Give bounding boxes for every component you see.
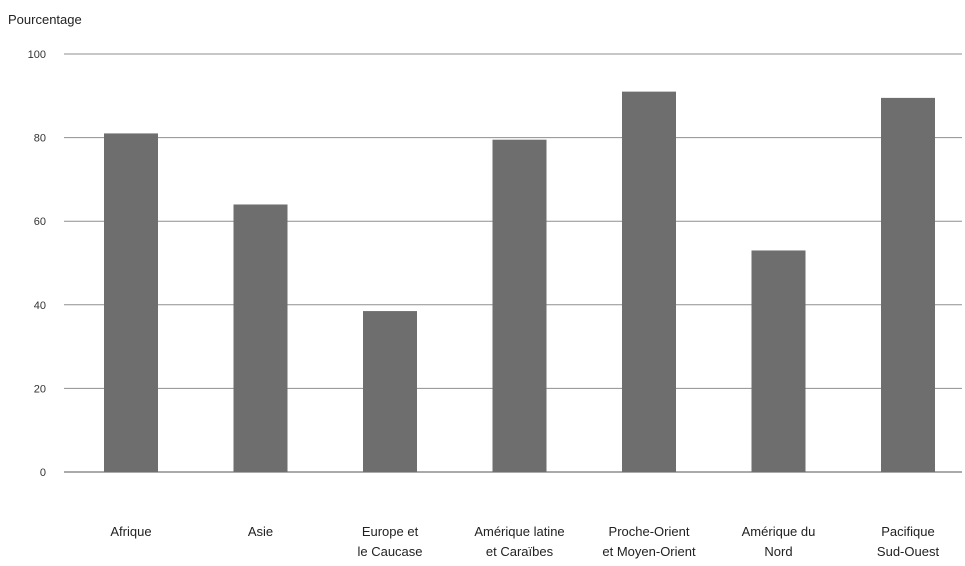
x-category-label: Asie [248,524,273,539]
y-tick-label: 20 [34,383,46,395]
x-category-label-line: Sud-Ouest [877,544,940,559]
x-category-label-line: Amérique du [742,524,816,539]
x-category-label-line: Europe et [362,524,419,539]
bar-5 [622,91,676,473]
x-category-label-line: Nord [764,544,792,559]
x-category-label: Proche-Orient et Moyen-Orient [602,524,696,559]
x-category-label: Amérique latine et Caraïbes [474,524,564,559]
x-category-label-line: et Caraïbes [486,544,554,559]
y-tick-label: 80 [34,133,46,145]
bar-2 [233,204,288,473]
x-category-label: Amérique du Nord [742,524,816,559]
x-category-label-line: Pacifique [881,524,934,539]
x-category-label: Pacifique Sud-Ouest [877,524,940,559]
bars [104,91,935,473]
x-category-label-line: et Moyen-Orient [602,544,696,559]
x-category-label-line: Asie [248,524,273,539]
x-category-label: Europe et le Caucase [357,524,422,559]
x-category-label-line: Afrique [110,524,151,539]
bar-6 [751,250,806,472]
x-category-label-line: le Caucase [357,544,422,559]
y-tick-label: 0 [40,467,46,479]
y-tick-label: 100 [28,49,46,61]
y-axis-ticks: 0 20 40 60 80 100 [28,49,46,479]
y-axis-label: Pourcentage [8,12,82,27]
x-category-label-line: Amérique latine [474,524,564,539]
bar-3 [363,311,417,472]
x-category-label-line: Proche-Orient [609,524,690,539]
y-tick-label: 40 [34,300,46,312]
y-tick-label: 60 [34,216,46,228]
x-axis-categories: Afrique Asie Europe et le Caucase Amérique l… [110,524,939,559]
bar-4 [492,139,547,472]
x-category-label: Afrique [110,524,151,539]
bar-7 [881,97,935,472]
bar-1 [104,133,158,473]
